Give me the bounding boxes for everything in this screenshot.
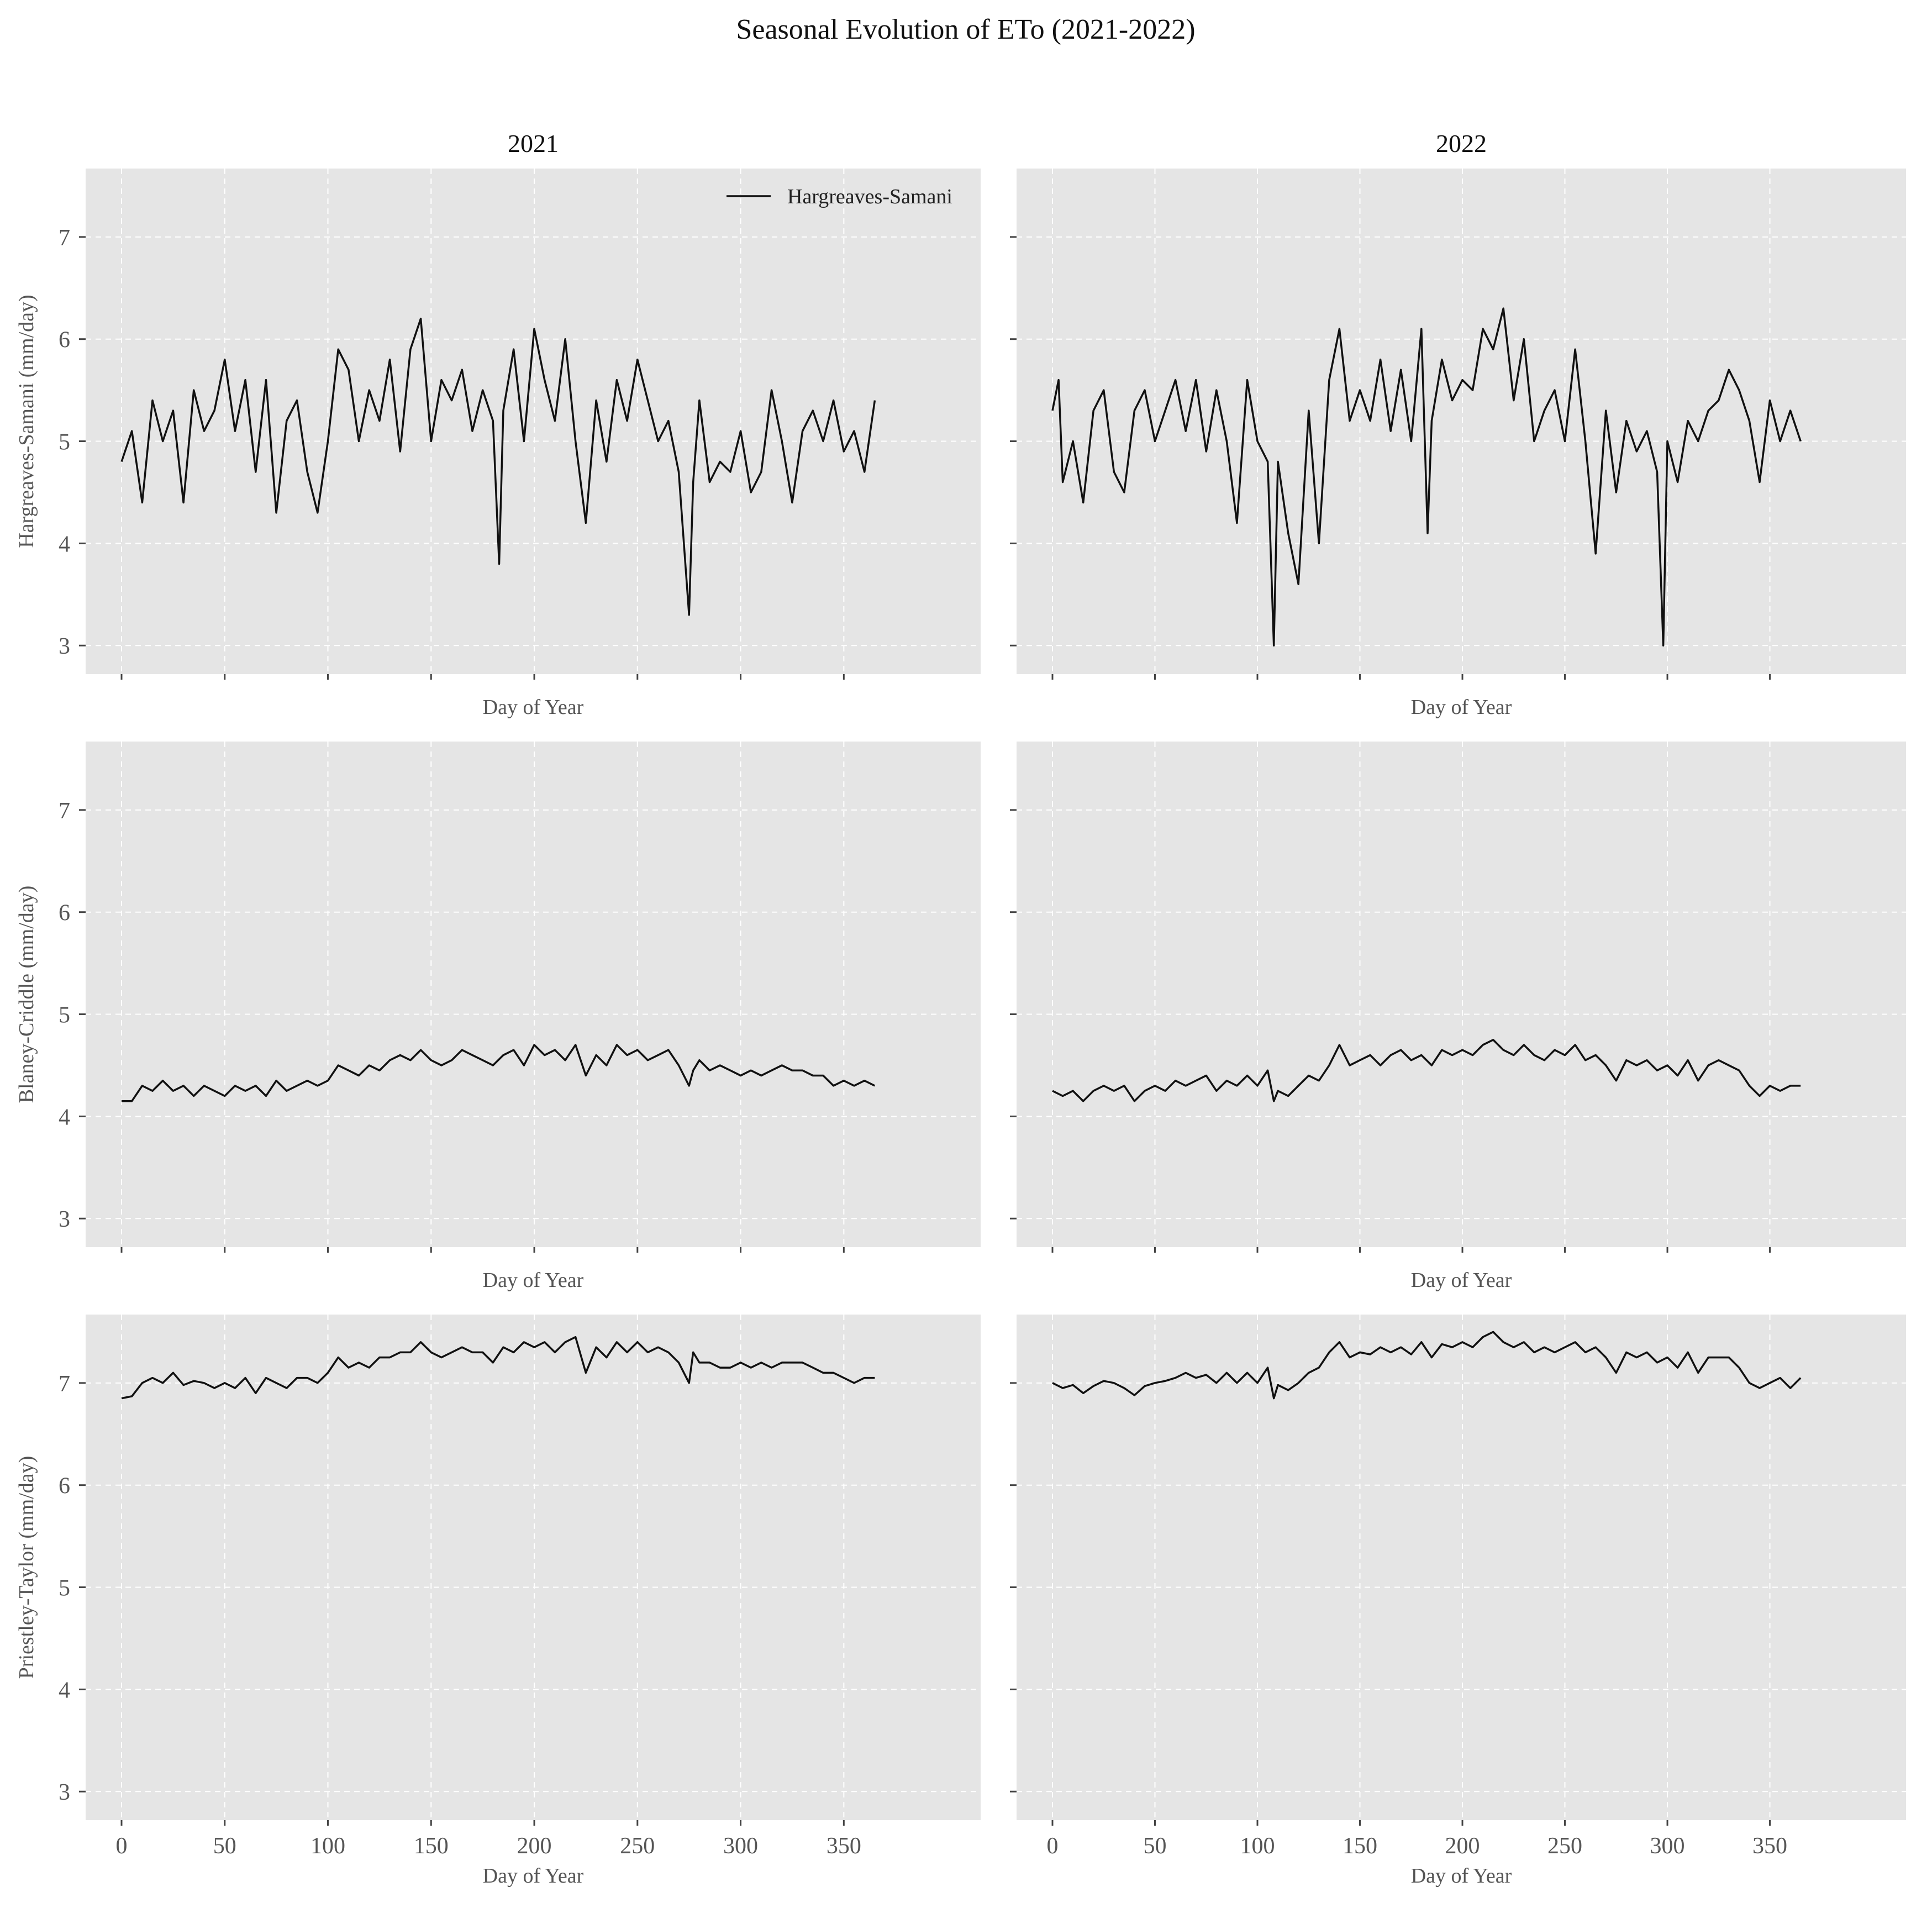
x-tick-label: 0 <box>116 1833 128 1859</box>
y-axis-label: Priestley-Taylor (mm/day) <box>15 1456 38 1679</box>
x-tick-label: 350 <box>1752 1833 1787 1859</box>
legend-label: Hargreaves-Samani <box>787 185 952 208</box>
y-tick-label: 5 <box>59 1576 70 1601</box>
x-tick-label: 100 <box>1240 1833 1275 1859</box>
series-line <box>1051 307 1802 646</box>
y-tick-label: 4 <box>59 532 70 557</box>
series-line <box>122 1044 876 1102</box>
panels: 3 4 5 6 7 2021 Day of Year Hargreaves-Samani (m… <box>15 129 1906 1888</box>
x-axis-label: Day of Year <box>483 1269 584 1292</box>
y-tick-label: 6 <box>59 1474 70 1499</box>
x-axis-label: Day of Year <box>483 1864 584 1888</box>
panel-3: 3 4 5 6 7 Day of Year Blaney-Criddle (mm/day) <box>15 742 981 1292</box>
panel-title: 2022 <box>1436 129 1487 157</box>
series-line <box>121 1336 875 1400</box>
x-tick-label: 250 <box>620 1833 655 1859</box>
x-axis-label: Day of Year <box>483 696 584 719</box>
y-tick-label: 4 <box>59 1105 70 1130</box>
plot-area <box>86 169 981 674</box>
plot-area <box>1017 169 1906 674</box>
y-tick-label: 7 <box>59 798 70 824</box>
x-tick-label: 150 <box>414 1833 449 1859</box>
panel-1: 3 4 5 6 7 2021 Day of Year Hargreaves-Samani (m… <box>15 129 981 719</box>
x-tick-label: 200 <box>1445 1833 1480 1859</box>
y-tick-label: 6 <box>59 901 70 926</box>
series-line <box>120 317 876 616</box>
y-tick-label: 5 <box>59 430 70 455</box>
x-tick-label: 300 <box>723 1833 758 1859</box>
panel-6: 0 50 100 150 200 250 300 350 Day of Year <box>1010 1315 1906 1888</box>
x-tick-label: 50 <box>1144 1833 1167 1859</box>
x-tick-label: 300 <box>1650 1833 1685 1859</box>
plot-area <box>86 1315 981 1820</box>
panel-4: Day of Year <box>1010 742 1906 1292</box>
y-tick-label: 6 <box>59 328 70 353</box>
x-axis-label: Day of Year <box>1411 1269 1512 1292</box>
y-tick-label: 7 <box>59 1371 70 1397</box>
y-tick-label: 3 <box>59 634 70 659</box>
x-axis-label: Day of Year <box>1411 1864 1512 1888</box>
x-tick-label: 200 <box>517 1833 552 1859</box>
plot-area <box>1017 742 1906 1247</box>
x-tick-label: 150 <box>1343 1833 1377 1859</box>
y-tick-label: 3 <box>59 1780 70 1805</box>
y-tick-label: 3 <box>59 1207 70 1232</box>
x-tick-label: 250 <box>1547 1833 1582 1859</box>
figure-title: Seasonal Evolution of ETo (2021-2022) <box>736 14 1195 45</box>
y-tick-label: 5 <box>59 1003 70 1028</box>
y-axis-label: Hargreaves-Samani (mm/day) <box>15 295 38 548</box>
x-tick-label: 50 <box>213 1833 236 1859</box>
series-line <box>1052 1039 1801 1102</box>
series-line <box>1052 1331 1802 1400</box>
x-tick-label: 100 <box>310 1833 345 1859</box>
x-axis-label: Day of Year <box>1411 696 1512 719</box>
plot-area <box>1017 1315 1906 1820</box>
y-tick-label: 7 <box>59 225 70 251</box>
x-tick-label: 350 <box>827 1833 861 1859</box>
y-tick-label: 4 <box>59 1678 70 1703</box>
panel-2: 2022 Day of Year <box>1010 129 1906 719</box>
y-axis-label: Blaney-Criddle (mm/day) <box>15 886 38 1103</box>
panel-title: 2021 <box>508 129 559 157</box>
x-tick-label: 0 <box>1047 1833 1059 1859</box>
panel-5: 0 50 100 150 200 250 300 350 3 4 5 6 7 Day of Year Pri… <box>15 1315 981 1888</box>
plot-area <box>86 742 981 1247</box>
